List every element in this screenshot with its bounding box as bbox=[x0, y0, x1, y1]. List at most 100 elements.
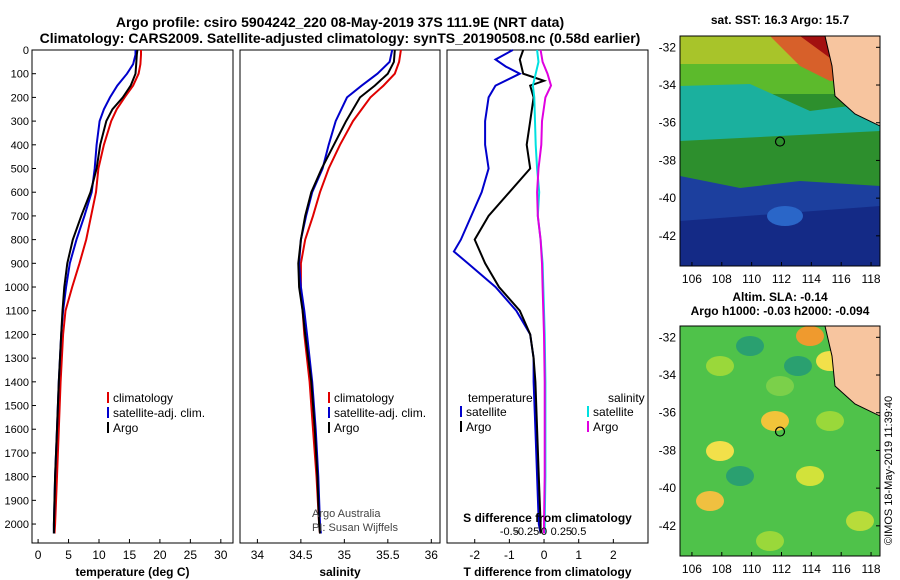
s-tick-label: -0.5 bbox=[500, 526, 519, 538]
y-tick-label: 1800 bbox=[5, 472, 29, 484]
series-line-argo bbox=[473, 49, 548, 534]
lon-tick-label: 110 bbox=[742, 272, 761, 286]
profile-panel-2: 34 34.5 35 35.5 36 salinity climatologysatelli… bbox=[239, 49, 441, 579]
y-tick-label: 1400 bbox=[5, 377, 29, 389]
legend-header-temperature: temperature bbox=[468, 391, 533, 405]
s-tick-label: -0.25 bbox=[514, 526, 539, 538]
series-line-climatology bbox=[299, 49, 402, 534]
x-tick-label: 0 bbox=[35, 548, 42, 562]
sla-map-subtitle: Argo h1000: -0.03 h2000: -0.094 bbox=[691, 304, 870, 318]
y-tick-label: 900 bbox=[11, 258, 29, 270]
legend-entry: Argo bbox=[334, 421, 360, 435]
imos-credit: ©IMOS 18-May-2019 11:39:40 bbox=[883, 396, 895, 545]
y-tick-label: 0 bbox=[23, 45, 29, 57]
sst-map-title: sat. SST: 16.3 Argo: 15.7 bbox=[711, 13, 850, 27]
y-tick-label: 600 bbox=[11, 187, 29, 199]
x-axis-label: salinity bbox=[319, 565, 361, 579]
legend-entry: satellite bbox=[593, 405, 634, 419]
y-tick-label: 1100 bbox=[5, 306, 29, 318]
y-tick-label: 1500 bbox=[5, 401, 29, 413]
s-axis-label: S difference from climatology bbox=[463, 511, 632, 525]
map-sst: 106 108 110 112 114 116 118 -32 -34 -36 -38 -40 -42 bbox=[659, 35, 881, 286]
x-tick-label: 20 bbox=[153, 548, 167, 562]
legend-entry: climatology bbox=[334, 391, 394, 405]
y-tick-label: 300 bbox=[11, 116, 29, 128]
lon-tick-label: 108 bbox=[712, 272, 732, 286]
legend-entry: satellite-adj. clim. bbox=[334, 406, 426, 420]
y-tick-label: 400 bbox=[11, 140, 29, 152]
x-axis-label: T difference from climatology bbox=[463, 565, 631, 579]
y-tick-label: 2000 bbox=[5, 519, 29, 531]
x-tick-label: 35.5 bbox=[376, 548, 400, 562]
x-tick-label: 15 bbox=[123, 548, 137, 562]
x-tick-label: 30 bbox=[214, 548, 228, 562]
lon-tick-label: 106 bbox=[682, 272, 702, 286]
lat-tick-label: -36 bbox=[659, 116, 677, 130]
legend-entry: Argo bbox=[593, 420, 619, 434]
lat-tick-label: -34 bbox=[659, 78, 677, 92]
series-line-climatology bbox=[53, 50, 142, 534]
x-tick-label: -2 bbox=[469, 548, 480, 562]
plot-frame bbox=[239, 49, 441, 544]
x-tick-label: 5 bbox=[65, 548, 72, 562]
lon-tick-label: 110 bbox=[742, 562, 761, 576]
map-sla: 106 108 110 112 114 116 118 -32 -34 -36 -38 -40 -42 bbox=[659, 325, 881, 576]
lat-tick-label: -38 bbox=[659, 443, 677, 457]
series-line-argo bbox=[297, 49, 396, 534]
x-tick-label: 36 bbox=[425, 548, 439, 562]
y-tick-label: 800 bbox=[11, 235, 29, 247]
y-tick-label: 1600 bbox=[5, 424, 29, 436]
x-axis-label: temperature (deg C) bbox=[75, 565, 189, 579]
lon-tick-label: 114 bbox=[802, 562, 821, 576]
x-tick-label: -1 bbox=[504, 548, 515, 562]
x-tick-label: 35 bbox=[338, 548, 352, 562]
legend-entry: Argo bbox=[113, 421, 139, 435]
y-tick-label: 200 bbox=[11, 92, 29, 104]
plot-frame bbox=[31, 49, 234, 544]
series-line-argo bbox=[536, 49, 553, 534]
title-line-2: Climatology: CARS2009. Satellite-adjuste… bbox=[39, 30, 641, 46]
lon-tick-label: 106 bbox=[682, 562, 702, 576]
legend-entry: Argo bbox=[466, 420, 492, 434]
lon-tick-label: 116 bbox=[832, 562, 851, 576]
lon-tick-label: 114 bbox=[802, 272, 821, 286]
legend-header-salinity: salinity bbox=[608, 391, 645, 405]
lat-tick-label: -42 bbox=[659, 229, 677, 243]
map-frame bbox=[679, 325, 881, 557]
y-tick-label: 1300 bbox=[5, 353, 29, 365]
x-tick-label: 34 bbox=[251, 548, 265, 562]
y-tick-label: 1000 bbox=[5, 282, 29, 294]
s-tick-label: 0.25 bbox=[551, 526, 572, 538]
x-tick-label: 25 bbox=[184, 548, 198, 562]
lat-tick-label: -36 bbox=[659, 406, 677, 420]
y-tick-label: 700 bbox=[11, 211, 29, 223]
credit-line-1: Argo Australia bbox=[312, 508, 381, 520]
argo-float-marker bbox=[774, 136, 786, 147]
map-frame bbox=[679, 35, 881, 267]
lon-tick-label: 116 bbox=[832, 272, 851, 286]
x-tick-label: 0 bbox=[541, 548, 548, 562]
legend-entry: climatology bbox=[113, 391, 173, 405]
title-line-1: Argo profile: csiro 5904242_220 08-May-2… bbox=[115, 14, 565, 30]
plot-frame bbox=[446, 49, 649, 544]
series-line-satellite bbox=[452, 49, 542, 534]
lat-tick-label: -40 bbox=[659, 481, 677, 495]
lat-tick-label: -32 bbox=[659, 330, 677, 344]
profile-panel-1: 0100200300400500600700800900100011001200… bbox=[5, 45, 234, 579]
lat-tick-label: -34 bbox=[659, 368, 677, 382]
lat-tick-label: -40 bbox=[659, 191, 677, 205]
legend-entry: satellite-adj. clim. bbox=[113, 406, 205, 420]
lon-tick-label: 112 bbox=[772, 562, 791, 576]
y-tick-label: 1700 bbox=[5, 448, 29, 460]
s-tick-label: 0 bbox=[541, 526, 547, 538]
lon-tick-label: 108 bbox=[712, 562, 732, 576]
map-field bbox=[680, 36, 880, 266]
lon-tick-label: 118 bbox=[861, 272, 880, 286]
profile-panel-3: -2 -1 0 1 2 T difference from climatology -0.5… bbox=[446, 49, 649, 579]
x-tick-label: 10 bbox=[92, 548, 106, 562]
sla-map-title: Altim. SLA: -0.14 bbox=[732, 290, 828, 304]
lat-tick-label: -38 bbox=[659, 153, 677, 167]
lat-tick-label: -32 bbox=[659, 40, 677, 54]
s-tick-label: 0.5 bbox=[571, 526, 586, 538]
